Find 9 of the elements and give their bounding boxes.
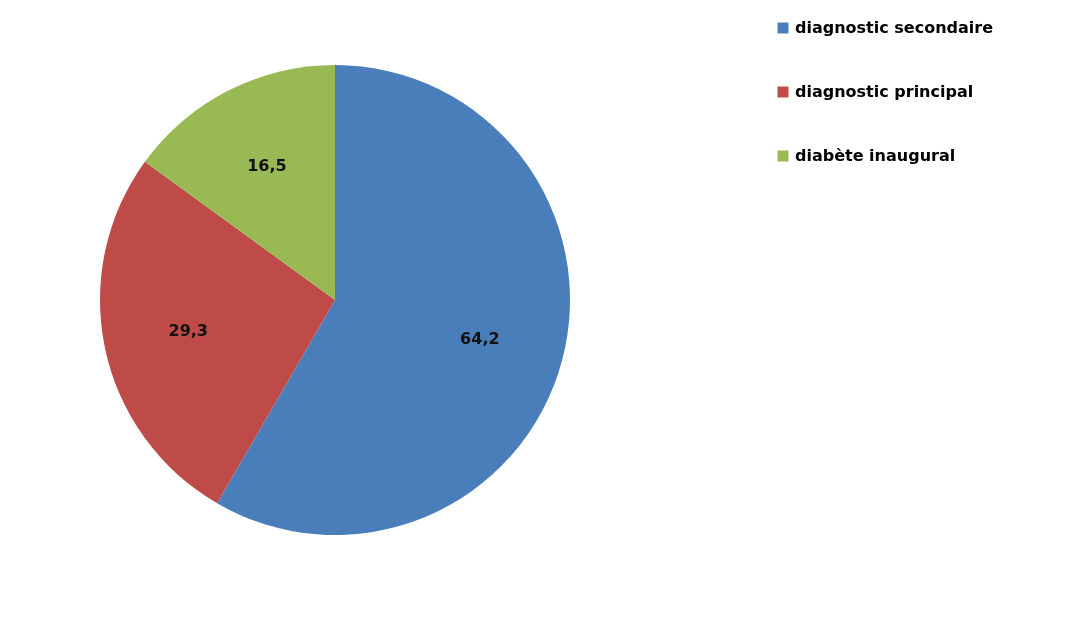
data-label: 64,2	[460, 328, 500, 348]
pie-slice	[144, 65, 335, 300]
legend-label: diagnostic secondaire	[795, 18, 994, 37]
data-label: 16,5	[247, 156, 287, 176]
legend-label: diabète inaugural	[795, 146, 956, 165]
pie-slice	[100, 161, 335, 504]
legend-label: diagnostic principal	[795, 82, 974, 101]
pie-slice	[217, 65, 570, 535]
data-label: 29,3	[168, 321, 208, 341]
